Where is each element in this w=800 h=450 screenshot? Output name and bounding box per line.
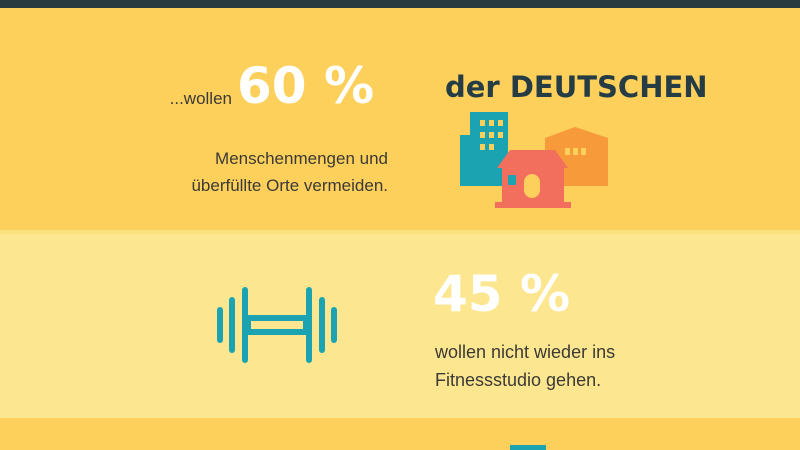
section-3-icon	[510, 445, 546, 450]
text-line: Menschenmengen und	[215, 149, 388, 168]
divider	[0, 230, 800, 234]
dumbbell-icon	[217, 287, 337, 363]
section-2-bg	[0, 234, 800, 418]
text-line: wollen nicht wieder ins	[434, 342, 615, 362]
percent: 60 %	[237, 57, 374, 115]
group: der DEUTSCHEN	[445, 70, 708, 104]
top-bar	[0, 0, 800, 8]
intro: ...wollen	[170, 89, 232, 108]
text-line: Fitnessstudio gehen.	[435, 370, 601, 390]
section-1-bg	[0, 8, 800, 230]
buildings-icon	[460, 112, 608, 208]
percent: 45 %	[433, 265, 570, 323]
section-3-bg	[0, 418, 800, 450]
text-line: überfüllte Orte vermeiden.	[191, 176, 388, 195]
